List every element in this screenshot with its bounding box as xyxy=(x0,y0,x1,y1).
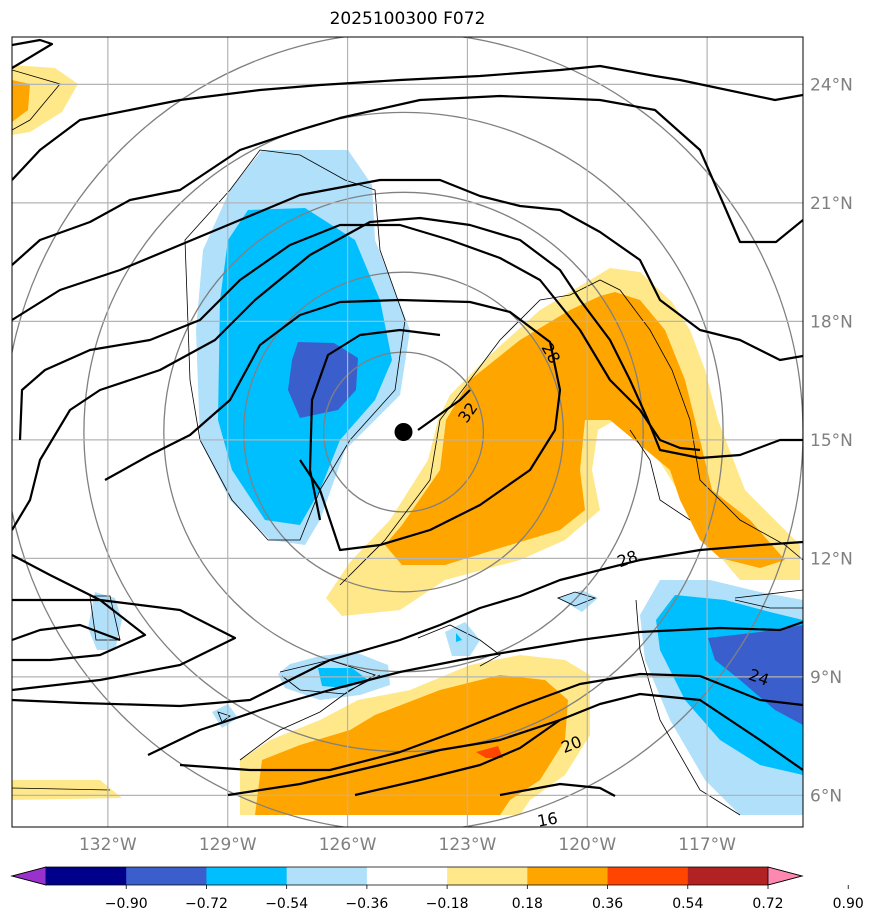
thick-contour-13 xyxy=(147,620,803,756)
colorbar-bin-8 xyxy=(607,867,689,885)
thick-contour-6 xyxy=(18,223,701,452)
x-tick-label-4: 123°W xyxy=(439,835,497,855)
colorbar-extend-low xyxy=(10,866,47,886)
thin-contour-7 xyxy=(734,589,803,599)
thick-contour-16 xyxy=(354,719,561,797)
colorbar-tick-label-9: 0.72 xyxy=(752,896,783,912)
shaded-region-19 xyxy=(12,65,78,135)
colorbar-tick-label-3: −0.54 xyxy=(265,896,308,912)
thick-contours xyxy=(12,38,803,797)
x-tick-label-6: 117°W xyxy=(678,835,736,855)
colorbar-bin-5 xyxy=(366,867,448,885)
colorbar-extend-high xyxy=(767,866,804,886)
y-tick-label-6: 21°N xyxy=(810,194,853,214)
colorbar-tick-label-7: 0.36 xyxy=(592,896,623,912)
y-tick-label-4: 15°N xyxy=(810,431,853,451)
shaded-region-20 xyxy=(12,80,30,122)
x-tick-label-5: 120°W xyxy=(558,835,616,855)
thick-contour-2 xyxy=(12,64,803,181)
thick-contour-11 xyxy=(12,598,237,692)
shaded-region-3 xyxy=(288,342,358,418)
colorbar-tick-label-10: 0.90 xyxy=(833,896,864,912)
colorbar-tick-label-4: −0.36 xyxy=(345,896,388,912)
thick-contour-18 xyxy=(12,623,121,642)
thin-contour-12 xyxy=(239,674,381,761)
shaded-region-14 xyxy=(88,592,122,650)
range-ring-1 xyxy=(322,351,485,513)
range-ring-2 xyxy=(243,271,564,593)
thin-contour-11 xyxy=(12,787,111,791)
shaded-region-10 xyxy=(255,675,568,815)
colorbar-bin-9 xyxy=(687,867,769,885)
colorbar-bin-2 xyxy=(126,867,207,885)
colorbar-bin-7 xyxy=(527,867,609,885)
y-tick-label-3: 12°N xyxy=(810,549,853,569)
thin-contour-4 xyxy=(417,624,501,667)
thick-contour-10 xyxy=(12,554,147,662)
colorbar-tick-label-8: 0.54 xyxy=(672,896,703,912)
colorbar-bin-1 xyxy=(46,867,127,885)
colorbar-bin-6 xyxy=(447,867,528,885)
thick-contour-8 xyxy=(308,328,441,521)
x-tick-label-2: 129°W xyxy=(199,835,257,855)
thin-contour-8 xyxy=(734,599,803,609)
colorbar-tick-label-1: −0.90 xyxy=(105,896,148,912)
shaded-region-15 xyxy=(445,622,480,656)
y-tick-label-7: 24°N xyxy=(810,75,853,95)
shaded-region-5 xyxy=(385,292,785,568)
y-tick-label-1: 6°N xyxy=(810,786,842,806)
y-axis-ticks: 6°N 9°N 12°N 15°N 18°N 21°N 24°N xyxy=(810,75,853,806)
colorbar-bin-3 xyxy=(206,867,288,885)
thick-contour-17 xyxy=(499,782,616,797)
y-tick-label-5: 18°N xyxy=(810,312,853,332)
x-axis-ticks: 132°W 129°W 126°W 123°W 120°W 117°W xyxy=(79,835,736,855)
colorbar-bin-4 xyxy=(286,867,368,885)
thick-contour-1 xyxy=(12,38,54,69)
colorbar-tick-label-5: −0.18 xyxy=(426,896,469,912)
colorbar-tick-label-6: 0.18 xyxy=(512,896,543,912)
thick-contour-9 xyxy=(417,389,471,431)
chart-title: 2025100300 F072 xyxy=(329,9,486,29)
thin-contour-3 xyxy=(629,429,691,521)
shaded-region-8 xyxy=(708,625,803,725)
storm-center-marker xyxy=(394,423,413,441)
thick-contour-7 xyxy=(104,298,562,552)
shaded-region-16 xyxy=(456,633,462,642)
shaded-region-11 xyxy=(476,746,503,758)
x-tick-label-1: 132°W xyxy=(79,835,137,855)
thick-contour-5 xyxy=(12,216,803,531)
thin-contour-6 xyxy=(635,599,741,816)
colorbar: −0.90 −0.72 −0.54 −0.36 −0.18 0.18 0.36 0.54 0.7… xyxy=(10,866,864,912)
colorbar-tick-label-2: −0.72 xyxy=(185,896,228,912)
thick-contour-4 xyxy=(12,178,803,362)
contour-label-6: 16 xyxy=(536,808,559,830)
thin-contour-14 xyxy=(217,711,231,723)
colorbar-outline xyxy=(10,866,804,886)
thin-contour-5 xyxy=(279,659,376,695)
x-tick-label-3: 126°W xyxy=(319,835,377,855)
thick-contour-14 xyxy=(179,672,803,772)
map-frame xyxy=(11,36,804,828)
thin-contour-10 xyxy=(12,69,61,131)
thick-contour-3 xyxy=(12,94,803,266)
shaded-region-18 xyxy=(212,704,238,728)
y-tick-label-2: 9°N xyxy=(810,668,842,688)
thick-contour-12 xyxy=(12,540,803,708)
thin-contour-13 xyxy=(556,591,597,607)
